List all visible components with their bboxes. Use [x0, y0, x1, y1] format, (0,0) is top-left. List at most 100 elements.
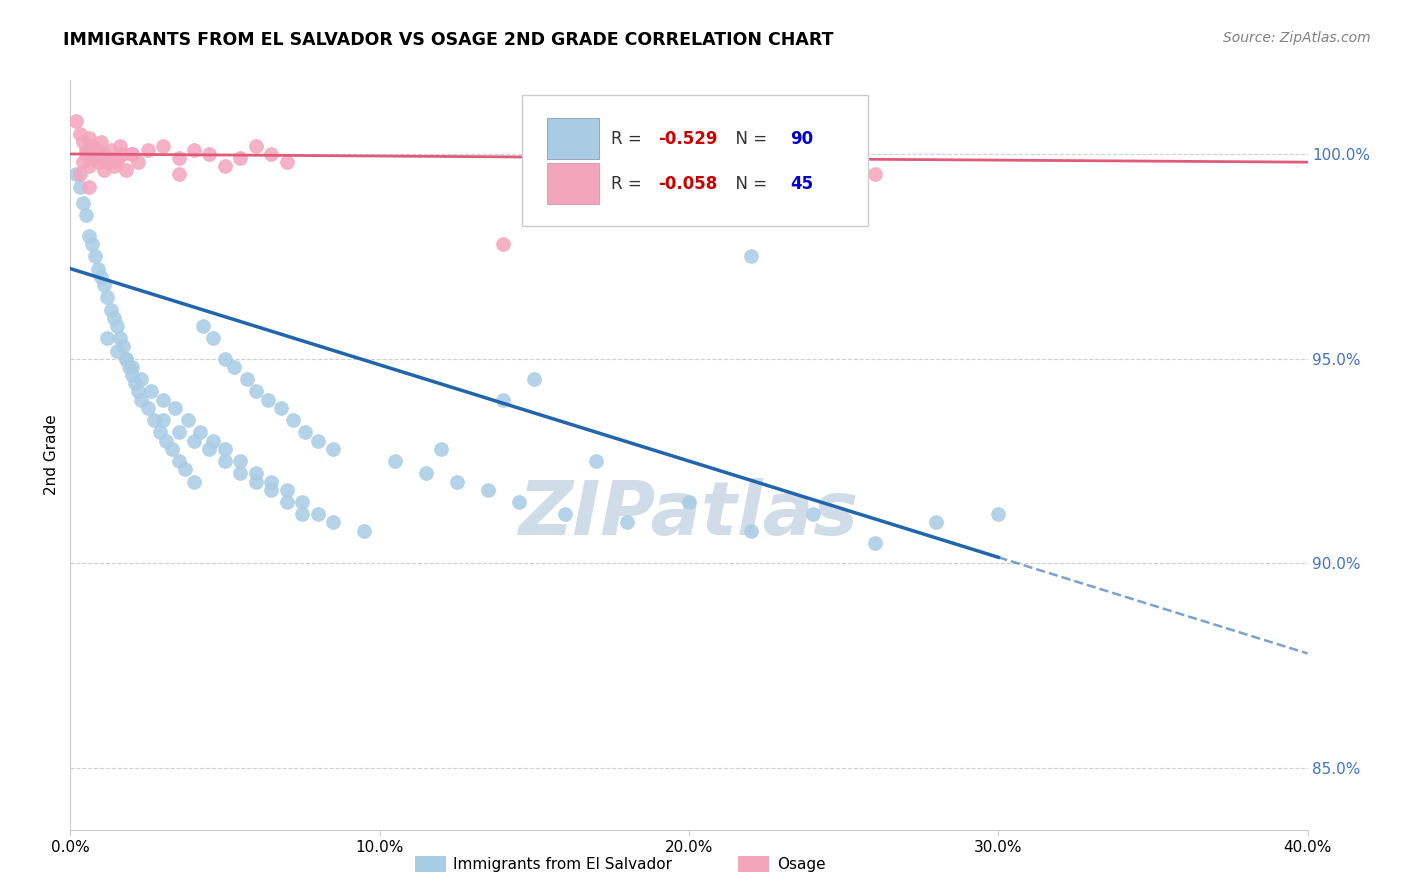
- Point: [131, 372, 153, 386]
- Point: [863, 536, 886, 550]
- Point: [183, 143, 205, 157]
- Point: [235, 372, 257, 386]
- Point: [245, 384, 267, 399]
- Point: [87, 143, 110, 157]
- Point: [96, 331, 118, 345]
- Point: [165, 401, 187, 415]
- Point: [80, 151, 103, 165]
- Point: [260, 147, 283, 161]
- Point: [294, 425, 316, 440]
- Point: [384, 454, 406, 468]
- Text: -0.529: -0.529: [658, 129, 717, 148]
- Point: [201, 434, 224, 448]
- Point: [131, 392, 153, 407]
- Point: [84, 143, 107, 157]
- Point: [121, 147, 143, 161]
- Point: [281, 413, 304, 427]
- Point: [167, 151, 190, 165]
- Point: [307, 508, 329, 522]
- Text: Osage: Osage: [778, 857, 827, 871]
- Point: [75, 147, 97, 161]
- Point: [229, 467, 252, 481]
- Point: [136, 401, 159, 415]
- Text: ZIPatlas: ZIPatlas: [519, 478, 859, 551]
- Point: [80, 237, 103, 252]
- Point: [121, 368, 143, 382]
- Point: [105, 318, 128, 333]
- Y-axis label: 2nd Grade: 2nd Grade: [44, 415, 59, 495]
- Point: [155, 434, 177, 448]
- FancyBboxPatch shape: [547, 163, 599, 204]
- Point: [115, 163, 138, 178]
- Point: [77, 228, 100, 243]
- Point: [90, 135, 112, 149]
- Point: [276, 483, 298, 497]
- Point: [245, 138, 267, 153]
- Point: [508, 495, 530, 509]
- Point: [65, 168, 87, 182]
- Text: R =: R =: [612, 175, 647, 193]
- Text: IMMIGRANTS FROM EL SALVADOR VS OSAGE 2ND GRADE CORRELATION CHART: IMMIGRANTS FROM EL SALVADOR VS OSAGE 2ND…: [63, 31, 834, 49]
- Point: [152, 138, 174, 153]
- Point: [585, 454, 607, 468]
- Point: [523, 372, 546, 386]
- Point: [65, 114, 87, 128]
- Point: [492, 237, 515, 252]
- Point: [69, 127, 91, 141]
- Point: [229, 151, 252, 165]
- Point: [276, 155, 298, 169]
- Point: [149, 425, 172, 440]
- Point: [260, 475, 283, 489]
- Point: [93, 147, 115, 161]
- Point: [111, 339, 134, 353]
- Point: [987, 508, 1010, 522]
- Point: [127, 384, 149, 399]
- Point: [90, 269, 112, 284]
- Point: [124, 376, 146, 391]
- Point: [167, 454, 190, 468]
- Text: -0.058: -0.058: [658, 175, 717, 193]
- Point: [118, 359, 141, 374]
- Point: [863, 168, 886, 182]
- Point: [115, 351, 138, 366]
- Point: [100, 302, 122, 317]
- Point: [87, 261, 110, 276]
- Point: [152, 413, 174, 427]
- Point: [167, 168, 190, 182]
- Point: [229, 454, 252, 468]
- Point: [322, 516, 344, 530]
- Text: N =: N =: [725, 175, 772, 193]
- Point: [188, 425, 211, 440]
- Point: [446, 475, 468, 489]
- Point: [214, 351, 236, 366]
- Point: [492, 392, 515, 407]
- Point: [136, 143, 159, 157]
- Point: [72, 135, 94, 149]
- Point: [415, 467, 437, 481]
- Point: [80, 138, 103, 153]
- Text: R =: R =: [612, 129, 647, 148]
- Point: [801, 508, 824, 522]
- FancyBboxPatch shape: [547, 119, 599, 159]
- Text: 90: 90: [790, 129, 814, 148]
- Point: [96, 151, 118, 165]
- Point: [77, 159, 100, 173]
- Point: [105, 151, 128, 165]
- Point: [93, 163, 115, 178]
- Point: [72, 196, 94, 211]
- Point: [201, 331, 224, 345]
- Point: [183, 434, 205, 448]
- Point: [108, 331, 131, 345]
- Point: [75, 143, 97, 157]
- Point: [108, 138, 131, 153]
- Point: [198, 147, 221, 161]
- Point: [198, 442, 221, 456]
- Point: [322, 442, 344, 456]
- Point: [84, 249, 107, 263]
- Point: [430, 442, 453, 456]
- Point: [554, 508, 576, 522]
- Point: [90, 147, 112, 161]
- Point: [276, 495, 298, 509]
- Point: [307, 434, 329, 448]
- Text: 45: 45: [790, 175, 814, 193]
